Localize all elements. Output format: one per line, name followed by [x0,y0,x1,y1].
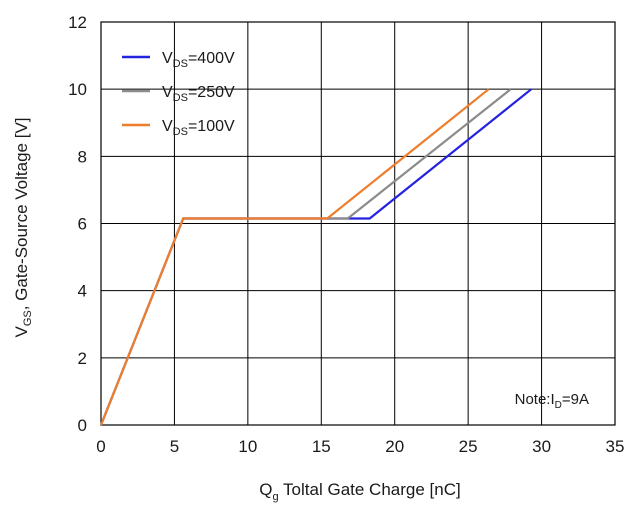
y-tick-label: 4 [78,282,87,301]
x-tick-label: 20 [385,437,404,456]
legend-label-2: VDS=100V [162,118,235,138]
y-tick-label: 8 [78,147,87,166]
x-tick-label: 25 [459,437,478,456]
x-tick-labels: 0 5 10 15 20 25 30 35 [96,437,624,456]
y-tick-label: 12 [68,13,87,32]
series-line-0 [99,88,532,426]
series-line-2 [99,88,490,426]
plot-frame [100,21,616,426]
x-axis-label: Qg Toltal Gate Charge [nC] [259,480,460,503]
x-tick-label: 30 [532,437,551,456]
y-axis-label: VGS, Gate-Source Voltage [V] [12,117,34,337]
y-tick-label: 2 [78,349,87,368]
series-layer [99,88,532,426]
x-tick-label: 15 [312,437,331,456]
y-tick-labels: 0 2 4 6 8 10 12 [68,13,87,435]
x-tick-label: 0 [96,437,105,456]
x-tick-label: 35 [606,437,625,456]
note-annotation: Note:ID=9A [515,391,589,411]
y-tick-label: 0 [78,416,87,435]
grid-lines [101,22,615,425]
y-tick-label: 6 [78,215,87,234]
x-tick-label: 5 [170,437,179,456]
legend-label-1: VDS=250V [162,84,235,104]
legend-label-0: VDS=400V [162,50,235,70]
legend: VDS=400V VDS=250V VDS=100V [122,50,235,138]
y-tick-label: 10 [68,80,87,99]
series-line-1 [99,88,512,426]
x-tick-label: 10 [238,437,257,456]
